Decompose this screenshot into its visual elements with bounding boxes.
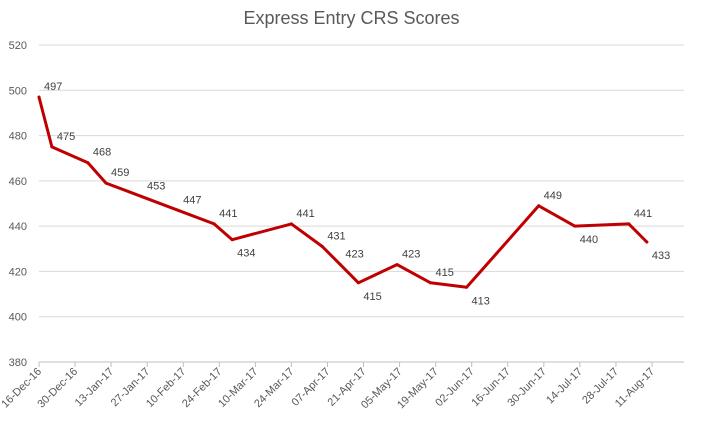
data-label: 433 [652,250,670,262]
data-point [356,281,360,285]
data-point [645,240,649,244]
data-point [230,238,234,242]
data-label: 415 [363,291,381,303]
data-label: 497 [44,81,62,93]
y-tick-label: 440 [9,221,27,233]
data-label: 468 [93,147,111,159]
data-point [537,204,541,208]
data-point [140,195,144,199]
x-tick-label: 24-Mar-17 [252,366,296,410]
x-tick-label: 07-Apr-17 [290,366,333,409]
data-point [50,145,54,149]
x-tick-label: 14-Jul-17 [544,366,585,407]
data-point [627,222,631,226]
data-label: 449 [544,190,562,202]
data-label: 453 [147,181,165,193]
data-label: 441 [219,208,237,220]
data-label: 415 [435,267,453,279]
data-label: 431 [327,231,345,243]
data-point [395,263,399,267]
chart-title: Express Entry CRS Scores [243,8,460,28]
data-label: 440 [580,234,598,246]
data-point [86,161,90,165]
data-label: 441 [296,208,314,220]
data-label: 459 [111,167,129,179]
data-point [338,263,342,267]
data-label: 423 [402,249,420,261]
y-tick-label: 500 [9,85,27,97]
data-label: 423 [345,249,363,261]
data-point [104,181,108,185]
data-point [289,222,293,226]
data-point [465,285,469,289]
data-label: 441 [634,208,652,220]
data-label: 447 [183,194,201,206]
data-label: 434 [237,248,255,260]
y-tick-label: 480 [9,131,27,143]
y-tick-label: 520 [9,40,27,52]
x-tick-label: 11-Aug-17 [613,366,657,410]
data-point [37,95,41,99]
y-tick-label: 460 [9,176,27,188]
data-label: 475 [57,131,75,143]
x-tick-label: 30-Jun-17 [505,366,549,410]
y-tick-label: 400 [9,312,27,324]
data-point [573,224,577,228]
data-point [212,222,216,226]
y-tick-label: 380 [9,357,27,369]
y-tick-label: 420 [9,266,27,278]
data-point [176,208,180,212]
data-point [320,245,324,249]
data-label: 413 [472,295,490,307]
data-point [428,281,432,285]
